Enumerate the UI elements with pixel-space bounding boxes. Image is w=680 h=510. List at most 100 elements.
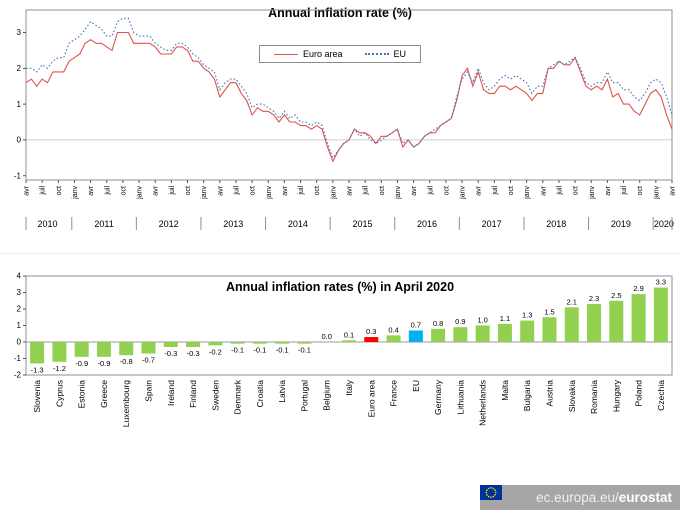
bar-chart-panel: Annual inflation rates (%) in April 2020… <box>0 256 680 482</box>
year-label: 2011 <box>94 219 113 229</box>
month-label: janv <box>330 186 337 200</box>
month-label: oct <box>508 186 515 195</box>
year-label: 2013 <box>223 219 243 229</box>
bar-value-label: 1.0 <box>477 316 487 325</box>
category-label: EU <box>411 380 421 392</box>
category-label: Hungary <box>611 379 621 412</box>
category-label: Belgium <box>322 380 332 411</box>
category-label: Cyprus <box>54 380 64 407</box>
bar-value-label: 0.4 <box>388 325 398 334</box>
month-label: oct <box>637 186 644 195</box>
bar-czechia <box>653 287 668 342</box>
bar-value-label: -0.1 <box>253 346 266 355</box>
bar-france <box>386 335 401 342</box>
month-label: janv <box>589 186 596 200</box>
bar-value-label: 0.0 <box>322 332 332 341</box>
month-label: juil <box>621 186 628 196</box>
bar-value-label: 2.1 <box>567 297 577 306</box>
month-label: avr <box>24 185 31 195</box>
eu-flag-star <box>494 489 496 491</box>
bar-hungary <box>609 300 624 342</box>
year-label: 2010 <box>38 219 58 229</box>
month-label: oct <box>314 186 321 195</box>
year-label: 2014 <box>288 219 308 229</box>
bar-value-label: -0.1 <box>231 346 244 355</box>
bar-eu <box>408 330 423 342</box>
month-label: juil <box>363 186 370 196</box>
category-label: Slovenia <box>32 380 42 413</box>
y-tick-label: 1 <box>17 321 22 330</box>
bar-value-label: 0.7 <box>411 320 421 329</box>
legend-label-euro-area: Euro area <box>302 49 343 59</box>
bar-latvia <box>275 342 290 344</box>
bar-denmark <box>230 342 245 344</box>
bar-value-label: 1.1 <box>500 314 510 323</box>
panel-divider <box>0 253 680 254</box>
eu-flag-star <box>487 487 490 490</box>
y-tick-label: 0 <box>17 338 22 347</box>
footer-url: ec.europa.eu/eurostat <box>536 490 672 505</box>
month-label: juil <box>556 186 563 196</box>
bar-value-label: -0.8 <box>120 357 133 366</box>
bar-euro-area <box>364 337 379 342</box>
bar-portugal <box>297 342 312 344</box>
bar-austria <box>542 317 557 342</box>
eu-flag-star <box>494 491 497 494</box>
bar-germany <box>431 328 446 342</box>
y-tick-label: 0 <box>17 136 22 145</box>
month-label: juil <box>427 186 434 196</box>
month-label: oct <box>379 186 386 195</box>
bar-romania <box>587 304 602 342</box>
month-label: juil <box>492 186 499 196</box>
bar-spain <box>141 342 156 354</box>
eu-line <box>26 17 673 159</box>
bar-value-label: 1.3 <box>522 311 532 320</box>
month-label: avr <box>411 185 418 195</box>
bar-value-label: -0.9 <box>75 359 88 368</box>
eu-flag-star <box>492 487 495 490</box>
category-label: Slovakia <box>567 380 577 412</box>
month-label: janv <box>201 186 208 200</box>
month-label: avr <box>540 185 547 195</box>
euro-area-line-sample <box>273 53 298 55</box>
bar-italy <box>342 340 356 342</box>
bar-ireland <box>163 342 178 347</box>
month-label: janv <box>395 186 402 200</box>
year-label: 2016 <box>417 219 437 229</box>
category-label: Denmark <box>233 379 243 414</box>
bar-value-label: -0.1 <box>298 346 311 355</box>
y-tick-label: 4 <box>17 272 22 281</box>
month-label: avr <box>88 185 95 195</box>
legend-item-euro-area: Euro area <box>273 49 343 59</box>
bar-value-label: -1.2 <box>53 364 66 373</box>
eu-flag-star <box>487 495 490 498</box>
month-label: avr <box>476 185 483 195</box>
legend-label-eu: EU <box>393 49 407 59</box>
category-label: Bulgaria <box>522 380 532 411</box>
bar-croatia <box>252 342 267 344</box>
category-label: Croatia <box>255 380 265 408</box>
bar-value-label: 0.8 <box>433 319 443 328</box>
bar-poland <box>631 294 646 342</box>
year-label: 2012 <box>159 219 179 229</box>
eu-flag-star <box>490 486 492 489</box>
category-label: Ireland <box>166 380 176 406</box>
category-label: Italy <box>344 379 354 395</box>
bar-value-label: 3.3 <box>656 278 666 287</box>
eu-flag-star <box>492 495 495 498</box>
y-tick-label: 3 <box>17 28 22 37</box>
footer-brand: eurostat <box>618 490 672 505</box>
month-label: oct <box>250 186 257 195</box>
bar-value-label: -1.3 <box>31 365 44 374</box>
year-label: 2017 <box>482 219 502 229</box>
line-chart-canvas: -1 0 1 2 3 avr juil oct janv avr juil oct janv avr jui… <box>14 9 677 230</box>
month-label: avr <box>670 185 677 195</box>
category-label: Greece <box>99 380 109 408</box>
category-label: Luxembourg <box>121 380 131 428</box>
month-label: juil <box>233 186 240 196</box>
bar-lithuania <box>453 327 468 342</box>
bar-luxembourg <box>119 342 134 356</box>
month-label: juil <box>40 186 47 196</box>
month-label: janv <box>460 186 467 200</box>
bar-chart-canvas: -2 -1 0 1 2 3 4 -1.3 Slovenia -1.2 Cyprus -0.9 Eston… <box>14 272 673 428</box>
